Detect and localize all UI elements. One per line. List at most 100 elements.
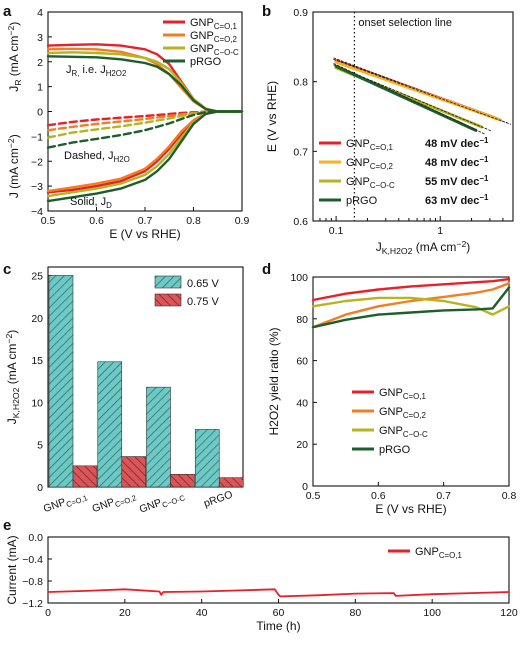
x-tick-label-e: 80: [349, 607, 361, 619]
panel-letter-c: c: [3, 261, 11, 278]
yield-line-pRGO: [311, 286, 511, 329]
chart-panel-d: 0.5 0.6 0.7 0.8 0 20 40 60 80 100 GNPC=O,1 GNPC=O,2…: [267, 272, 516, 516]
x-tick-label-a: 0.9: [235, 215, 250, 227]
y-tick-label-e: 0.0: [28, 532, 43, 544]
tafel-fit-pRGO: [333, 63, 487, 136]
y-tick-label-e: −0.4: [22, 554, 43, 566]
legend-label-c: 0.75 V: [187, 296, 219, 308]
bar-0.75 V-GNP_C=O,2: [121, 456, 147, 488]
tafel-slope-label: 48 mV dec−1: [425, 155, 489, 169]
legend-label: pRGO: [346, 195, 378, 207]
legend-label: pRGO: [379, 444, 411, 456]
legend-label: GNPC=O,1: [415, 546, 463, 560]
y-axis-label-b: E (V vs RHE): [265, 81, 279, 152]
y-axis-label-c: JK,H2O2 (mA cm−2): [4, 330, 21, 425]
panel-letter-b: b: [262, 3, 271, 20]
y-tick-label-d: 80: [296, 314, 308, 326]
h2o-line-GNP_C-O-C: [46, 110, 244, 139]
x-tick-label-d: 0.8: [502, 490, 517, 502]
annotation-dashed: Dashed, JH2O: [64, 150, 130, 164]
onset-annotation: onset selection line: [358, 17, 452, 29]
tafel-slope-label: 48 mV dec−1: [425, 136, 489, 150]
bar-0.75 V-pRGO: [218, 477, 244, 488]
bar-0.65 V-GNP_C=O,1: [48, 275, 74, 488]
tafel-line-GNP_C=O,2: [334, 60, 503, 122]
y-tick-label-d: 20: [296, 439, 308, 451]
category-label-c: GNPC=O,2: [91, 489, 138, 517]
x-tick-label-b: 1: [437, 225, 443, 237]
bar-0.65 V-GNP_C=O,2: [97, 361, 123, 488]
y-axis-label-a-top: JR (mA cm−2): [6, 22, 23, 92]
x-tick-label-a: 0.5: [41, 215, 56, 227]
x-tick-label-e: 60: [273, 607, 285, 619]
y-tick-label-a: 0: [37, 107, 43, 119]
legend-label: GNPC=O,1: [346, 138, 394, 152]
y-tick-label-c: 25: [31, 270, 43, 282]
chart-panel-e: 0 20 40 60 80 100 120 0.0 −0.4 −0.8 −1.2 GNPC=O,1 Ti…: [5, 532, 518, 633]
legend-swatch-c: [154, 275, 182, 289]
chart-panel-b: 0.1 1 0.6 0.7 0.8 0.9 onset selection line GNPC…: [265, 7, 514, 256]
axes-frame-b: [312, 11, 514, 222]
tafel-slope-label: 55 mV dec−1: [425, 174, 489, 188]
y-tick-label-b: 0.9: [293, 7, 308, 19]
y-tick-label-c: 15: [31, 355, 43, 367]
legend-label: GNPC−O-C: [190, 43, 239, 57]
tafel-slope-label: 63 mV dec−1: [425, 193, 489, 207]
bar-0.75 V-GNP_C-O-C: [170, 474, 195, 488]
y-tick-label-a: −1: [31, 131, 43, 143]
y-tick-label-c: 20: [31, 313, 43, 325]
y-axis-label-e: Current (mA): [5, 535, 19, 604]
y-tick-label-c: 5: [37, 440, 43, 452]
panel-letter-e: e: [3, 517, 11, 534]
chart-panel-a: 0.5 0.6 0.7 0.8 0.9 −4 −3 −2 −1 0 1 2 3 4 JR, i.e. JH2…: [6, 7, 249, 241]
x-tick-label-d: 0.5: [306, 490, 321, 502]
category-label-c: GNPC−O-C: [138, 488, 187, 517]
legend-swatch-c: [154, 293, 182, 307]
legend-label: GNPC=O,1: [379, 387, 427, 401]
y-tick-label-e: −1.2: [22, 598, 43, 610]
y-tick-label-c: 10: [31, 397, 43, 409]
x-tick-label-a: 0.8: [186, 215, 201, 227]
x-axis-label-e: Time (h): [256, 619, 300, 633]
yield-line-GNP_C=O,1: [311, 277, 511, 302]
h2o-line-pRGO: [46, 110, 244, 149]
x-axis-label-a: E (V vs RHE): [109, 227, 180, 241]
legend-label: GNPC=O,2: [346, 157, 393, 171]
disk-line-pRGO: [46, 110, 244, 203]
legend-label: GNPC=O,2: [379, 406, 426, 420]
y-tick-label-d: 100: [290, 272, 308, 284]
annotation-solid: Solid, JD: [70, 196, 112, 210]
x-tick-label-d: 0.7: [436, 490, 451, 502]
x-tick-label-e: 0: [45, 607, 51, 619]
legend-label: GNPC=O,1: [190, 17, 238, 31]
y-tick-label-d: 40: [296, 397, 308, 409]
tafel-line-pRGO: [334, 64, 478, 132]
y-tick-label-a: 3: [37, 32, 43, 44]
y-tick-label-a: −2: [31, 156, 43, 168]
legend-label: GNPC−O-C: [379, 425, 428, 439]
x-tick-label-e: 40: [196, 607, 208, 619]
legend-label: GNPC−O-C: [346, 176, 395, 190]
y-tick-label-a: −4: [31, 206, 43, 218]
y-tick-label-a: 4: [37, 7, 43, 19]
y-tick-label-b: 0.6: [293, 216, 308, 228]
x-tick-label-e: 20: [119, 607, 131, 619]
x-tick-label-a: 0.6: [89, 215, 104, 227]
panel-letter-d: d: [262, 261, 271, 278]
y-axis-label-d: H2O2 yield ratio (%): [267, 327, 281, 435]
y-tick-label-a: 2: [37, 57, 43, 69]
legend-label: GNPC=O,2: [190, 30, 237, 44]
axes-frame-d: [312, 276, 510, 487]
x-tick-label-e: 120: [500, 607, 518, 619]
y-tick-label-b: 0.7: [293, 146, 308, 158]
y-tick-label-a: −3: [31, 181, 43, 193]
x-tick-label-b: 0.1: [329, 225, 344, 237]
y-tick-label-d: 60: [296, 356, 308, 368]
y-tick-label-b: 0.8: [293, 77, 308, 89]
current-line-GNP_C=O,1: [47, 588, 510, 598]
legend-label: pRGO: [190, 56, 222, 68]
yield-line-GNP_C-O-C: [311, 296, 511, 316]
x-tick-label-d: 0.6: [371, 490, 386, 502]
panel-letter-a: a: [3, 3, 12, 20]
